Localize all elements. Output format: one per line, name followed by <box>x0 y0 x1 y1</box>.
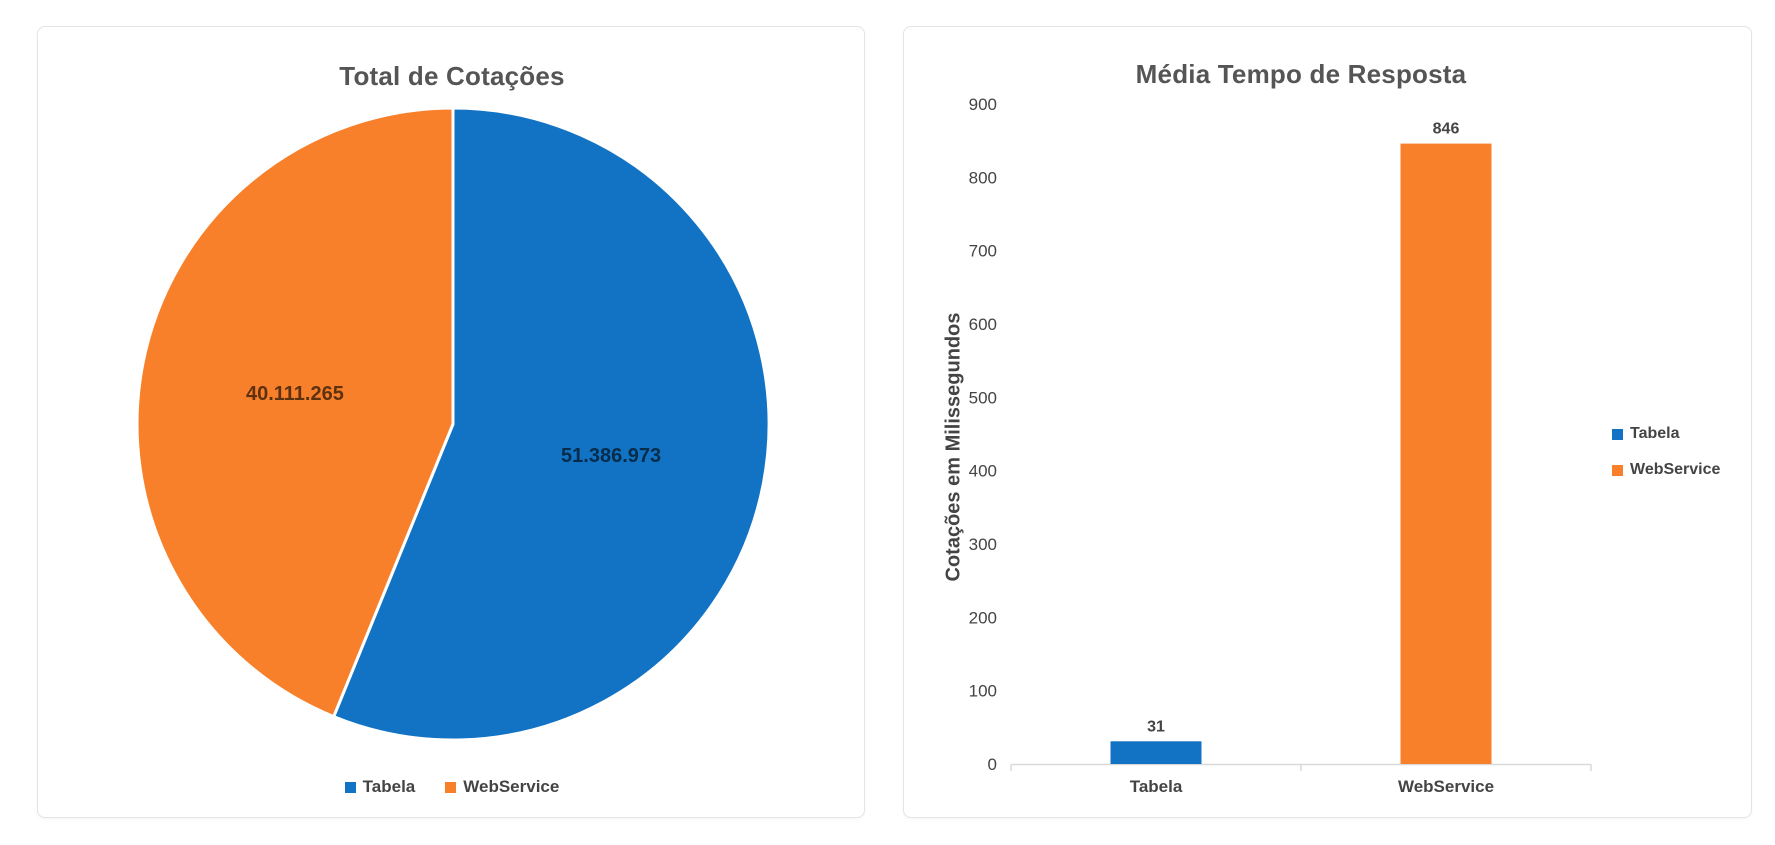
legend-label: Tabela <box>1630 425 1680 442</box>
y-axis-tick-label: 700 <box>969 242 997 261</box>
legend-swatch-webservice <box>445 781 457 793</box>
bar-webservice[interactable] <box>1400 143 1492 765</box>
pie-slice-webservice[interactable] <box>135 106 455 719</box>
y-axis-tick-label: 0 <box>988 755 997 774</box>
pie-chart: 51.386.973 40.111.265 <box>135 106 771 742</box>
legend-item-tabela[interactable]: Tabela <box>344 777 416 797</box>
legend-label: Tabela <box>362 777 416 796</box>
bar-tabela[interactable] <box>1110 741 1202 764</box>
y-axis-tick-label: 900 <box>969 95 997 114</box>
y-axis-tick-label: 500 <box>969 388 997 407</box>
pie-data-label: 51.386.973 <box>561 445 661 467</box>
y-axis-tick-label: 100 <box>969 682 997 701</box>
legend-label: WebService <box>1630 461 1721 478</box>
pie-data-label: 40.111.265 <box>246 383 344 405</box>
legend-swatch-webservice <box>1612 464 1623 476</box>
pie-slice-tabela[interactable] <box>332 106 771 742</box>
legend-item-webservice[interactable]: WebService <box>1612 461 1720 479</box>
bar-value-label: 31 <box>1147 718 1165 735</box>
bar-chart-title: Média Tempo de Resposta <box>1135 59 1467 89</box>
x-axis-category-label: Tabela <box>1130 777 1183 796</box>
bar-legend: Tabela WebService <box>1612 425 1720 479</box>
legend-item-tabela[interactable]: Tabela <box>1612 425 1720 443</box>
legend-item-webservice[interactable]: WebService <box>445 777 559 797</box>
y-axis-tick-label: 300 <box>969 535 997 554</box>
pie-chart-title: Total de Cotações <box>339 61 565 91</box>
x-axis-category-label: WebService <box>1398 777 1494 796</box>
bar-value-label: 846 <box>1433 121 1460 138</box>
y-axis-tick-label: 600 <box>969 315 997 334</box>
legend-swatch-tabela <box>1612 428 1623 440</box>
bar-chart-card: Média Tempo de Resposta Cotações em Mili… <box>903 26 1752 818</box>
pie-chart-card: Total de Cotações 51.386.973 40.111.265 T… <box>37 26 865 818</box>
legend-label: WebService <box>463 777 560 796</box>
y-axis-tick-label: 200 <box>969 608 997 627</box>
bar-chart: 0 100 200 300 400 500 600 700 800 900 31 Tabela 846 W… <box>969 95 1592 796</box>
pie-legend: Tabela WebService <box>38 777 866 797</box>
legend-swatch-tabela <box>344 781 356 793</box>
y-axis-tick-label: 800 <box>969 168 997 187</box>
y-axis-tick-label: 400 <box>969 462 997 481</box>
